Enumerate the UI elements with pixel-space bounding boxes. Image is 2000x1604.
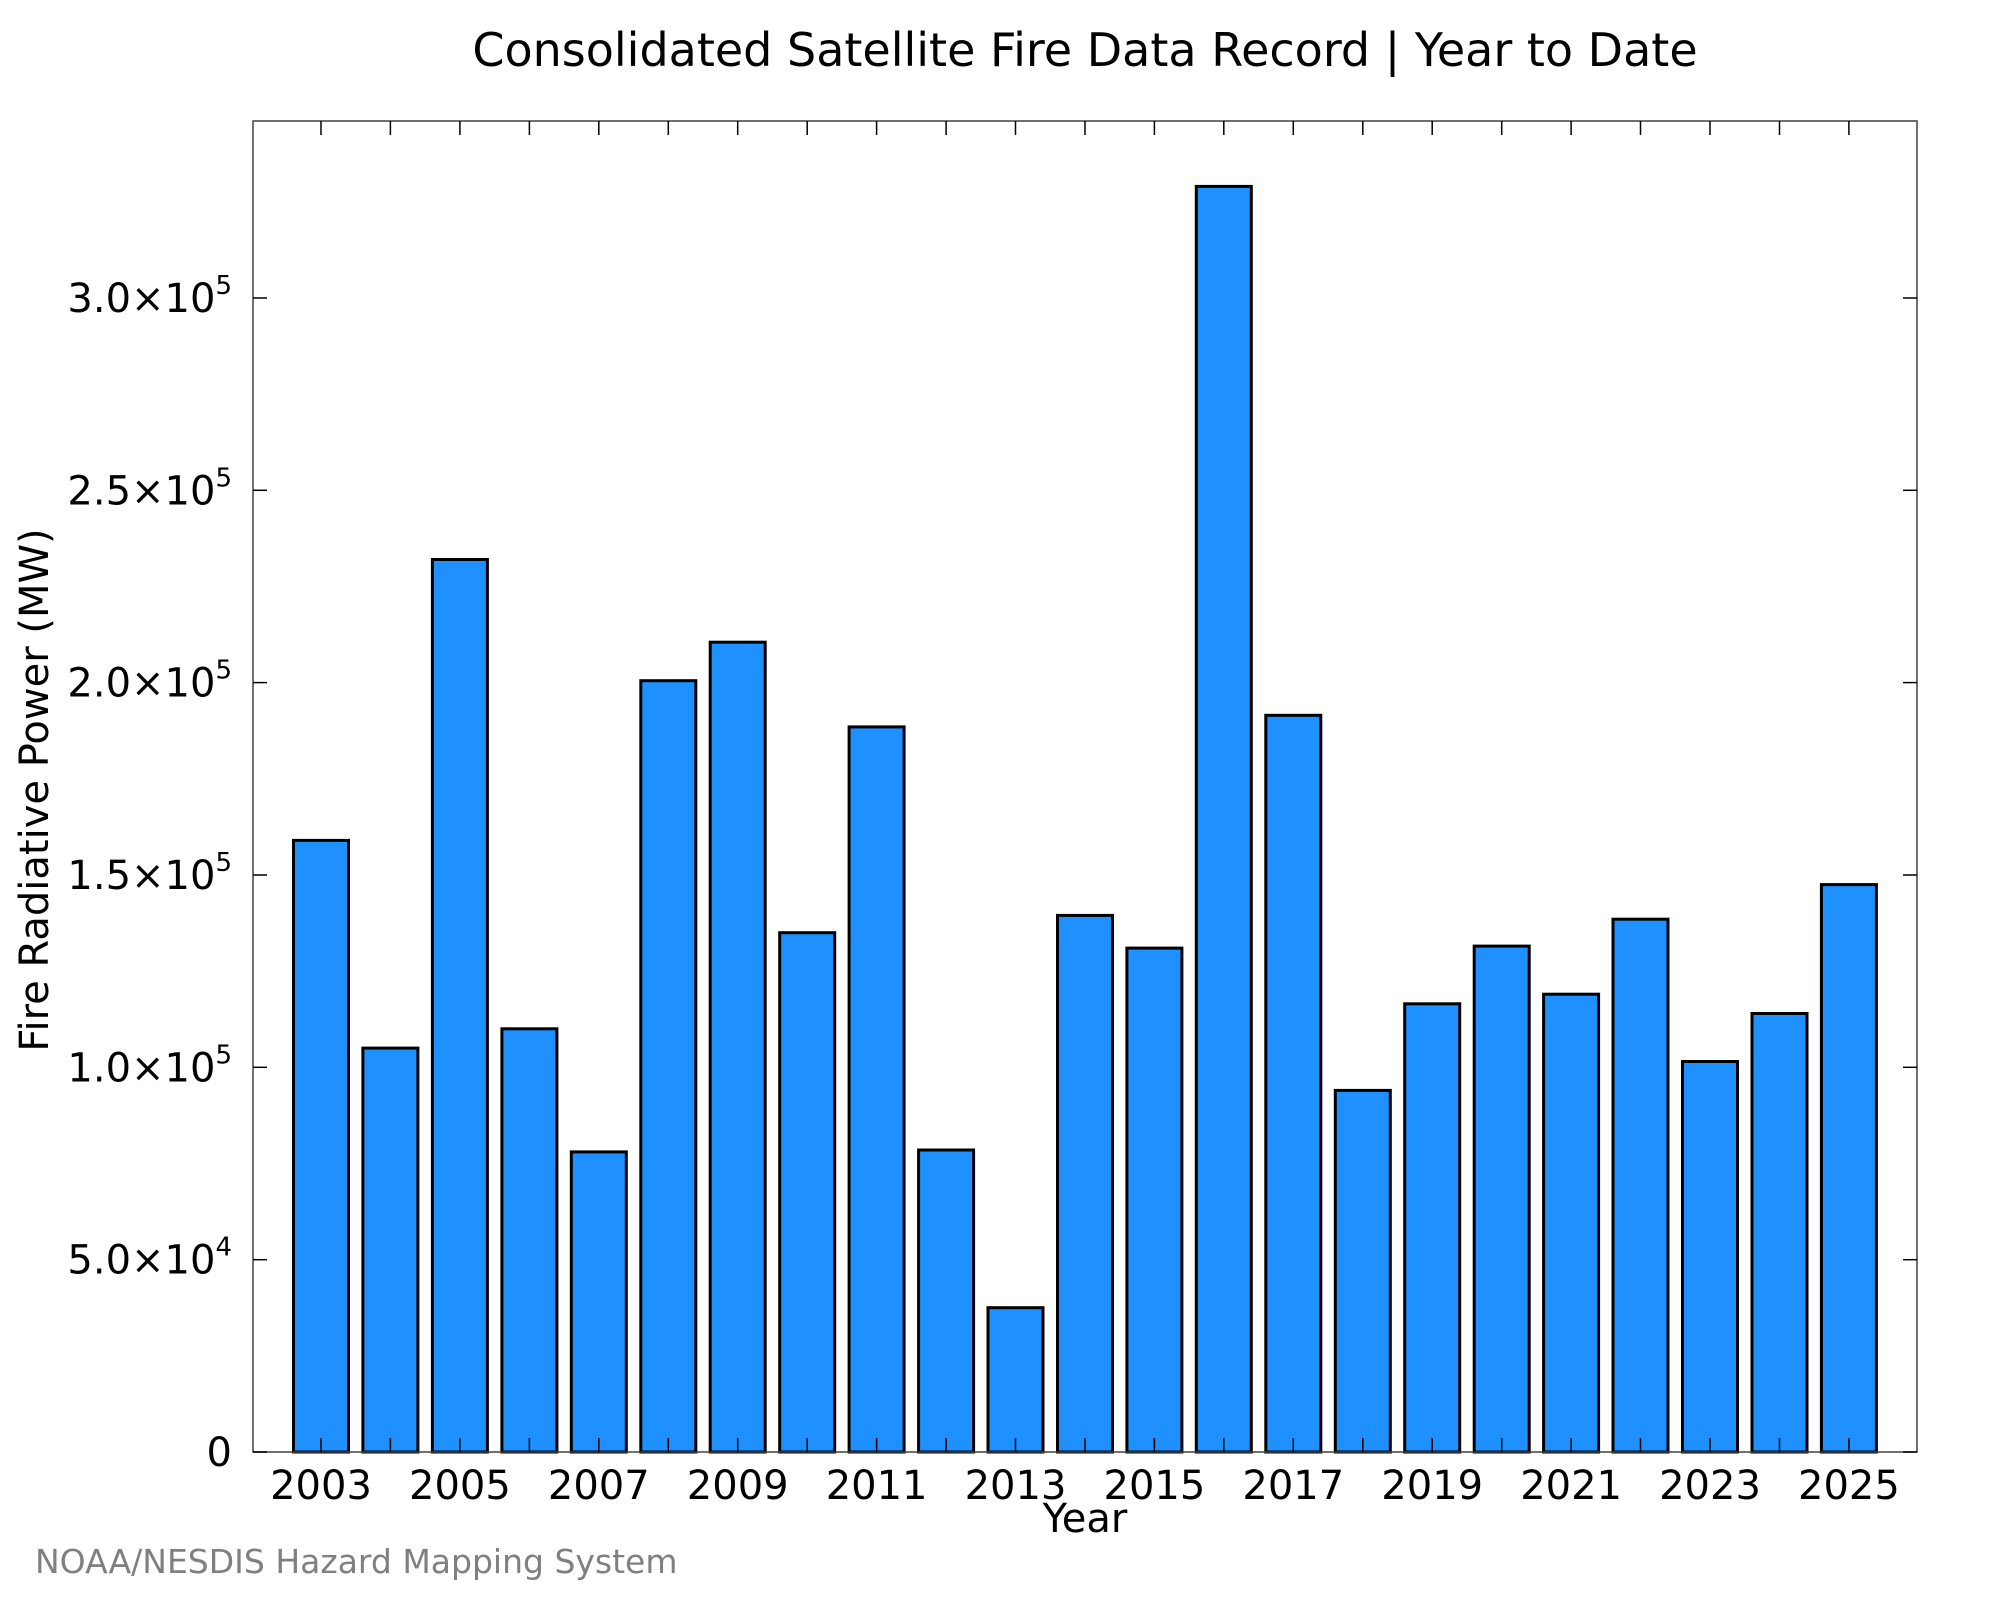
x-tick-label-2007: 2007 [548, 1463, 650, 1509]
bar-2018 [1333, 1088, 1392, 1454]
x-tick-label-2015: 2015 [1104, 1463, 1206, 1509]
x-tick-label-2005: 2005 [409, 1463, 511, 1509]
bar-2005 [430, 558, 489, 1454]
y-tick-label-300000: 3.0×105 [67, 271, 232, 322]
x-tick-labels: 2003 2005 2007 2009 2011 2013 2015 2017 2019 2021… [270, 1463, 1900, 1509]
bar-2025 [1819, 883, 1878, 1454]
y-tick-label-250000: 2.5×105 [67, 463, 232, 514]
bar-2010 [778, 931, 837, 1454]
bar-2016 [1194, 184, 1253, 1454]
chart-title: Consolidated Satellite Fire Data Record … [472, 23, 1697, 78]
bar-2007 [569, 1150, 628, 1454]
y-tick-label-150000: 1.5×105 [67, 848, 232, 899]
bar-2023 [1681, 1060, 1739, 1454]
bar-2015 [1125, 946, 1184, 1454]
x-tick-label-2019: 2019 [1381, 1463, 1483, 1509]
x-tick-label-2003: 2003 [270, 1463, 372, 1509]
y-tick-labels: 0 5.0×104 1.0×105 1.5×105 2.0×105 2.5×105 3.0×… [67, 271, 232, 1476]
y-axis-title: Fire Radiative Power (MW) [12, 528, 58, 1051]
x-tick-label-2009: 2009 [687, 1463, 789, 1509]
bar-2014 [1056, 913, 1114, 1454]
bar-2008 [639, 679, 698, 1454]
ticks-group [253, 121, 1917, 1453]
bar-2017 [1264, 713, 1323, 1454]
bar-2013 [986, 1306, 1045, 1454]
bar-2004 [361, 1046, 420, 1454]
source-note: NOAA/NESDIS Hazard Mapping System [35, 1542, 678, 1581]
bar-2011 [847, 725, 906, 1454]
x-tick-label-2021: 2021 [1520, 1463, 1622, 1509]
y-tick-label-50000: 5.0×104 [67, 1233, 232, 1284]
bar-2020 [1472, 944, 1531, 1454]
x-tick-label-2025: 2025 [1798, 1463, 1900, 1509]
y-tick-label-200000: 2.0×105 [67, 656, 232, 707]
bar-2006 [500, 1027, 559, 1454]
bar-2012 [917, 1148, 976, 1454]
bars-group [292, 184, 1878, 1454]
bar-2009 [708, 640, 767, 1454]
bar-2003 [292, 838, 350, 1454]
x-tick-label-2017: 2017 [1242, 1463, 1344, 1509]
bar-2019 [1403, 1002, 1462, 1454]
bar-2024 [1750, 1012, 1809, 1454]
x-tick-label-2013: 2013 [965, 1463, 1067, 1509]
y-tick-label-100000: 1.0×105 [67, 1040, 232, 1091]
x-tick-label-2011: 2011 [826, 1463, 928, 1509]
x-axis-title: Year [1042, 1496, 1128, 1542]
bar-2021 [1542, 992, 1601, 1454]
x-tick-label-2023: 2023 [1659, 1463, 1761, 1509]
y-tick-label-0: 0 [207, 1430, 232, 1476]
bar-2022 [1611, 917, 1670, 1454]
